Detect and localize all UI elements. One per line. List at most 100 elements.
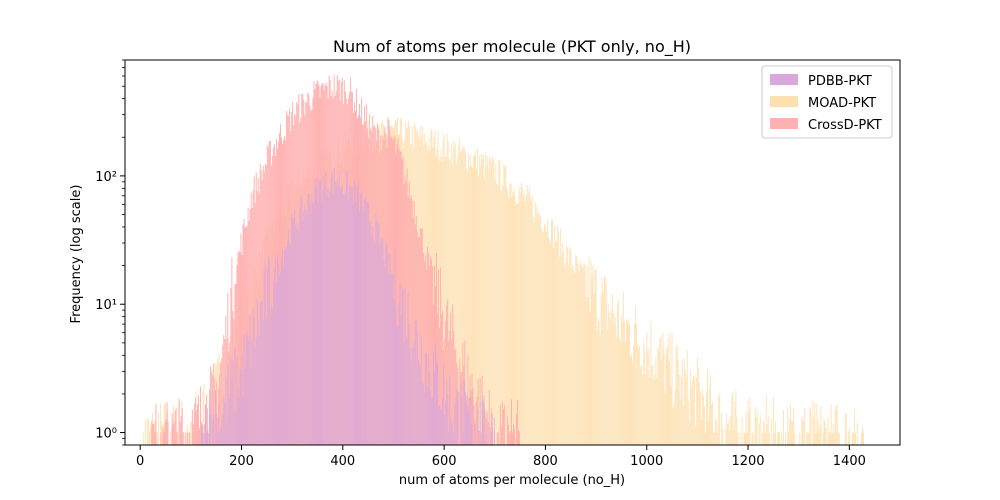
hist-bar <box>664 392 666 445</box>
hist-bar <box>741 417 743 445</box>
hist-bar <box>538 217 540 445</box>
hist-bar <box>155 432 157 445</box>
hist-bar <box>459 358 461 445</box>
hist-bar <box>350 148 352 445</box>
hist-bar <box>244 227 246 445</box>
hist-bar <box>307 193 309 445</box>
hist-bar <box>322 190 324 445</box>
hist-bar <box>386 244 388 445</box>
hist-bar <box>383 260 385 445</box>
hist-bar <box>410 361 412 445</box>
hist-bar <box>746 432 748 445</box>
hist-bar <box>206 432 208 445</box>
hist-bar <box>420 126 422 446</box>
hist-bar <box>411 347 413 445</box>
hist-bar <box>265 165 267 445</box>
hist-bar <box>208 432 210 445</box>
hist-bar <box>697 368 699 445</box>
hist-bar <box>310 213 312 445</box>
hist-bar <box>679 398 681 445</box>
hist-bar <box>838 432 840 445</box>
hist-bar <box>411 200 413 445</box>
hist-bar <box>752 432 754 445</box>
hist-bar <box>666 347 668 445</box>
hist-bar <box>528 187 530 446</box>
hist-bar <box>235 412 237 445</box>
hist-bar <box>263 270 265 445</box>
hist-bar <box>464 382 466 445</box>
hist-bar <box>464 152 466 445</box>
hist-bar <box>210 414 212 445</box>
hist-bar <box>219 432 221 445</box>
hist-bar <box>718 396 720 445</box>
hist-bar <box>780 432 782 445</box>
hist-bar <box>484 410 486 445</box>
hist-bar <box>247 336 249 445</box>
hist-bar <box>328 155 330 445</box>
hist-bar <box>276 254 278 445</box>
hist-bar <box>397 326 399 445</box>
hist-bar <box>478 430 480 445</box>
hist-bar <box>400 314 402 445</box>
hist-bar <box>354 184 356 446</box>
hist-bar <box>289 242 291 445</box>
hist-bar <box>437 130 439 445</box>
hist-bar <box>142 432 144 445</box>
hist-bar <box>430 128 432 445</box>
hist-bar <box>597 317 599 445</box>
hist-bar <box>656 377 658 445</box>
hist-bar <box>379 244 381 445</box>
hist-bar <box>847 432 849 445</box>
hist-bar <box>404 139 406 445</box>
hist-bar <box>621 320 623 445</box>
hist-bar <box>435 343 437 445</box>
hist-bar <box>230 358 232 445</box>
hist-bar <box>517 203 519 445</box>
hist-bar <box>268 259 270 445</box>
hist-bar <box>474 424 476 445</box>
hist-bar <box>634 323 636 445</box>
hist-bar <box>561 255 563 445</box>
hist-bar <box>240 233 242 445</box>
hist-bar <box>845 412 847 445</box>
hist-bar <box>388 275 390 445</box>
hist-bar <box>366 201 368 445</box>
hist-bar <box>615 337 617 445</box>
hist-bar <box>214 378 216 445</box>
hist-bar <box>661 360 663 445</box>
hist-bar <box>349 187 351 446</box>
hist-bar <box>156 432 158 445</box>
hist-bar <box>218 402 220 445</box>
hist-bar <box>822 432 824 445</box>
hist-bar <box>224 400 226 445</box>
hist-bar <box>228 397 230 445</box>
hist-bar <box>554 226 556 445</box>
legend-label: PDBB-PKT <box>808 74 872 89</box>
hist-bar <box>834 409 836 445</box>
hist-bar <box>146 418 148 445</box>
hist-bar <box>416 329 418 445</box>
hist-bar <box>493 417 495 445</box>
hist-bar <box>467 153 469 445</box>
hist-bar <box>576 256 578 445</box>
hist-bar <box>570 250 572 445</box>
legend-label: MOAD-PKT <box>808 96 876 111</box>
hist-bar <box>600 294 602 445</box>
hist-bar <box>201 432 203 445</box>
hist-bar <box>756 410 758 445</box>
hist-bar <box>566 245 568 445</box>
hist-bar <box>221 357 223 445</box>
hist-bar <box>406 168 408 445</box>
hist-bar <box>601 277 603 445</box>
hist-bar <box>343 193 345 445</box>
hist-bar <box>336 179 338 445</box>
hist-bar <box>347 200 349 445</box>
hist-bar <box>521 186 523 445</box>
hist-bar <box>405 335 407 445</box>
hist-bar <box>320 179 322 445</box>
hist-bar <box>361 192 363 445</box>
hist-bar <box>755 417 757 445</box>
hist-bar <box>450 313 452 445</box>
hist-bar <box>482 400 484 445</box>
hist-bar <box>853 408 855 445</box>
